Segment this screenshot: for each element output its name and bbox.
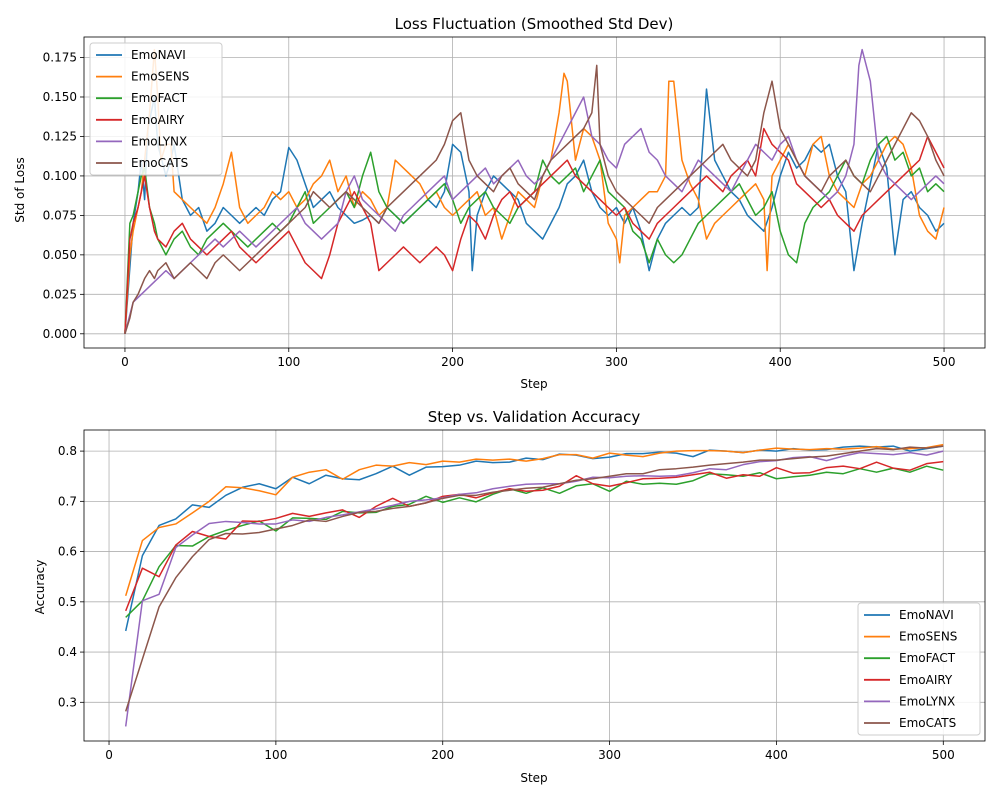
legend: EmoNAVI EmoSENS EmoFACT EmoAIRY EmoLYNX EmoCA… [857, 602, 981, 736]
legend-item: EmoFACT [96, 91, 188, 105]
x-tick-label: 100 [277, 355, 300, 369]
series-line-emocats [124, 64, 945, 335]
y-tick-label: 0.025 [43, 287, 77, 301]
chart-title: Loss Fluctuation (Smoothed Std Dev) [395, 15, 674, 33]
y-tick-label: 0.6 [58, 545, 77, 559]
legend-label: EmoLYNX [131, 134, 187, 148]
legend-label: EmoNAVI [131, 48, 186, 62]
chart-title: Step vs. Validation Accuracy [428, 408, 641, 426]
legend-item: EmoAIRY [96, 113, 185, 127]
y-tick-label: 0.000 [43, 327, 77, 341]
x-tick-label: 500 [932, 748, 955, 762]
legend-label: EmoNAVI [899, 608, 954, 622]
legend-item: EmoCATS [864, 716, 956, 730]
x-tick-label: 300 [598, 748, 621, 762]
y-tick-label: 0.175 [43, 51, 77, 65]
validation-accuracy-chart: 0 100 200 300 400 500 0.3 0.4 0.5 0.6 0.7 0.8 Step … [33, 408, 986, 785]
x-axis-label: Step [520, 377, 547, 391]
plot-area: 0 100 200 300 400 500 0.3 0.4 0.5 0.6 0.7 0.8 [58, 429, 986, 762]
series-line-emosens [124, 443, 944, 597]
x-tick-label: 300 [605, 355, 628, 369]
x-tick-label: 400 [769, 355, 792, 369]
y-tick-label: 0.150 [43, 90, 77, 104]
y-axis-label: Accuracy [33, 560, 47, 615]
y-tick-label: 0.100 [43, 169, 77, 183]
legend-label: EmoSENS [131, 70, 189, 84]
legend-item: EmoAIRY [864, 673, 953, 687]
legend: EmoNAVI EmoSENS EmoFACT EmoAIRY EmoLYNX EmoCA… [89, 42, 223, 176]
x-tick-label: 0 [121, 355, 129, 369]
legend-label: EmoAIRY [131, 113, 185, 127]
y-tick-label: 0.125 [43, 129, 77, 143]
series-line-emocats [124, 445, 944, 712]
axes-frame [83, 36, 986, 349]
plot-area: 0 100 200 300 400 500 0.000 0.025 0.050 0.075 0.10… [43, 36, 986, 369]
x-tick-label: 200 [431, 748, 454, 762]
legend-label: EmoCATS [131, 156, 188, 170]
y-tick-label: 0.8 [58, 444, 77, 458]
legend-box [89, 42, 223, 176]
legend-label: EmoFACT [131, 91, 188, 105]
legend-label: EmoAIRY [899, 673, 953, 687]
x-tick-label: 100 [264, 748, 287, 762]
legend-item: EmoFACT [864, 651, 956, 665]
legend-item: EmoSENS [96, 70, 189, 84]
y-tick-label: 0.075 [43, 208, 77, 222]
legend-item: EmoCATS [96, 156, 188, 170]
legend-item: EmoLYNX [96, 134, 187, 148]
legend-item: EmoNAVI [864, 608, 954, 622]
x-tick-label: 200 [441, 355, 464, 369]
legend-item: EmoSENS [864, 630, 957, 644]
y-axis-label: Std of Loss [13, 157, 27, 222]
legend-label: EmoLYNX [899, 694, 955, 708]
series-line-emonavi [124, 88, 945, 334]
axes-frame [83, 429, 986, 742]
y-tick-label: 0.7 [58, 494, 77, 508]
x-tick-label: 0 [105, 748, 113, 762]
y-tick-label: 0.4 [58, 645, 77, 659]
y-tick-label: 0.050 [43, 248, 77, 262]
legend-label: EmoFACT [899, 651, 956, 665]
x-tick-label: 400 [765, 748, 788, 762]
x-axis-label: Step [520, 771, 547, 785]
y-tick-label: 0.5 [58, 595, 77, 609]
legend-label: EmoCATS [899, 716, 956, 730]
legend-item: EmoNAVI [96, 48, 186, 62]
legend-label: EmoSENS [899, 630, 957, 644]
series-line-emoairy [125, 460, 944, 612]
x-tick-label: 500 [933, 355, 956, 369]
y-tick-label: 0.3 [58, 695, 77, 709]
loss-fluctuation-chart: 0 100 200 300 400 500 0.000 0.025 0.050 0.075 0.10… [13, 15, 986, 391]
legend-item: EmoLYNX [864, 694, 955, 708]
